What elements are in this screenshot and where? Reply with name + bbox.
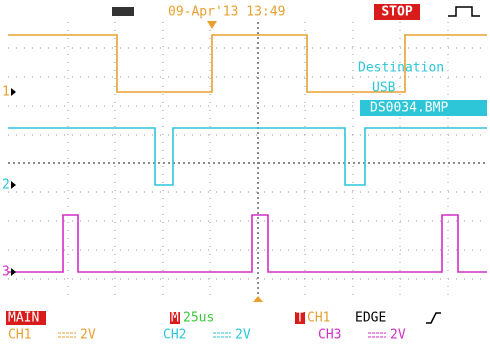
ch3-scale: 2V — [390, 328, 406, 343]
menu-device: USB — [372, 81, 396, 96]
ch1-name: CH1 — [8, 328, 31, 343]
ch1-scale: 2V — [80, 328, 96, 343]
background — [0, 0, 490, 347]
menu-title: Destination — [358, 61, 444, 76]
scope-screen: 09-Apr'13 13:49 STOP Destination USB DS0… — [0, 0, 490, 347]
run-state: STOP — [381, 5, 412, 20]
ch3-name: CH3 — [318, 328, 341, 343]
ch1-marker: 1 — [2, 85, 10, 100]
trigger-type: EDGE — [355, 311, 386, 326]
menu-file: DS0034.BMP — [370, 101, 448, 116]
trigger-icon-text: T — [296, 311, 304, 326]
mode: MAIN — [8, 311, 39, 326]
timebase: 25us — [183, 311, 214, 326]
ch2-name: CH2 — [163, 328, 186, 343]
timestamp: 09-Apr'13 13:49 — [168, 5, 285, 20]
trigger-source: CH1 — [307, 311, 330, 326]
ch2-marker: 2 — [2, 178, 10, 193]
ch2-scale: 2V — [235, 328, 251, 343]
usb-icon — [112, 7, 134, 16]
ch3-marker: 3 — [2, 265, 10, 280]
timebase-icon: M — [171, 311, 179, 326]
